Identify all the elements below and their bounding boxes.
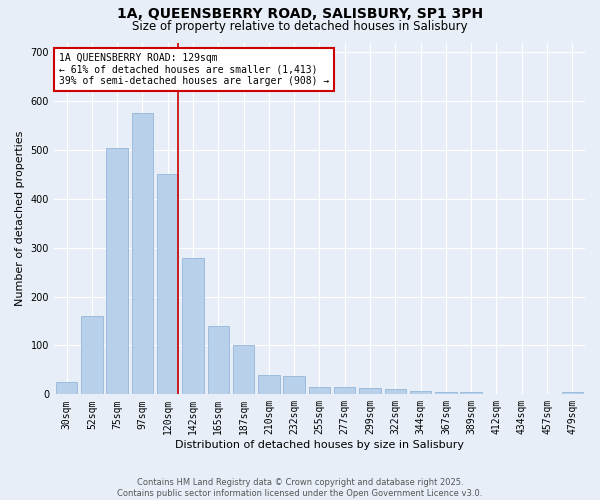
Text: 1A QUEENSBERRY ROAD: 129sqm
← 61% of detached houses are smaller (1,413)
39% of : 1A QUEENSBERRY ROAD: 129sqm ← 61% of det… (59, 53, 329, 86)
Bar (131, 114, 153, 394)
Bar (56, 382, 77, 394)
Bar (258, 375, 280, 394)
Bar (106, 148, 128, 394)
Bar (309, 387, 330, 394)
Bar (435, 392, 457, 394)
Bar (460, 392, 482, 394)
Bar (208, 326, 229, 394)
Bar (562, 392, 583, 394)
Bar (182, 258, 204, 394)
Bar (359, 388, 381, 394)
Bar (410, 392, 431, 394)
Bar (283, 376, 305, 394)
Text: 1A, QUEENSBERRY ROAD, SALISBURY, SP1 3PH: 1A, QUEENSBERRY ROAD, SALISBURY, SP1 3PH (117, 8, 483, 22)
Text: Contains HM Land Registry data © Crown copyright and database right 2025.
Contai: Contains HM Land Registry data © Crown c… (118, 478, 482, 498)
X-axis label: Distribution of detached houses by size in Salisbury: Distribution of detached houses by size … (175, 440, 464, 450)
Text: Size of property relative to detached houses in Salisbury: Size of property relative to detached ho… (132, 20, 468, 33)
Bar (334, 387, 355, 394)
Bar (233, 346, 254, 395)
Bar (81, 316, 103, 394)
Bar (157, 174, 178, 394)
Y-axis label: Number of detached properties: Number of detached properties (15, 130, 25, 306)
Bar (385, 390, 406, 394)
